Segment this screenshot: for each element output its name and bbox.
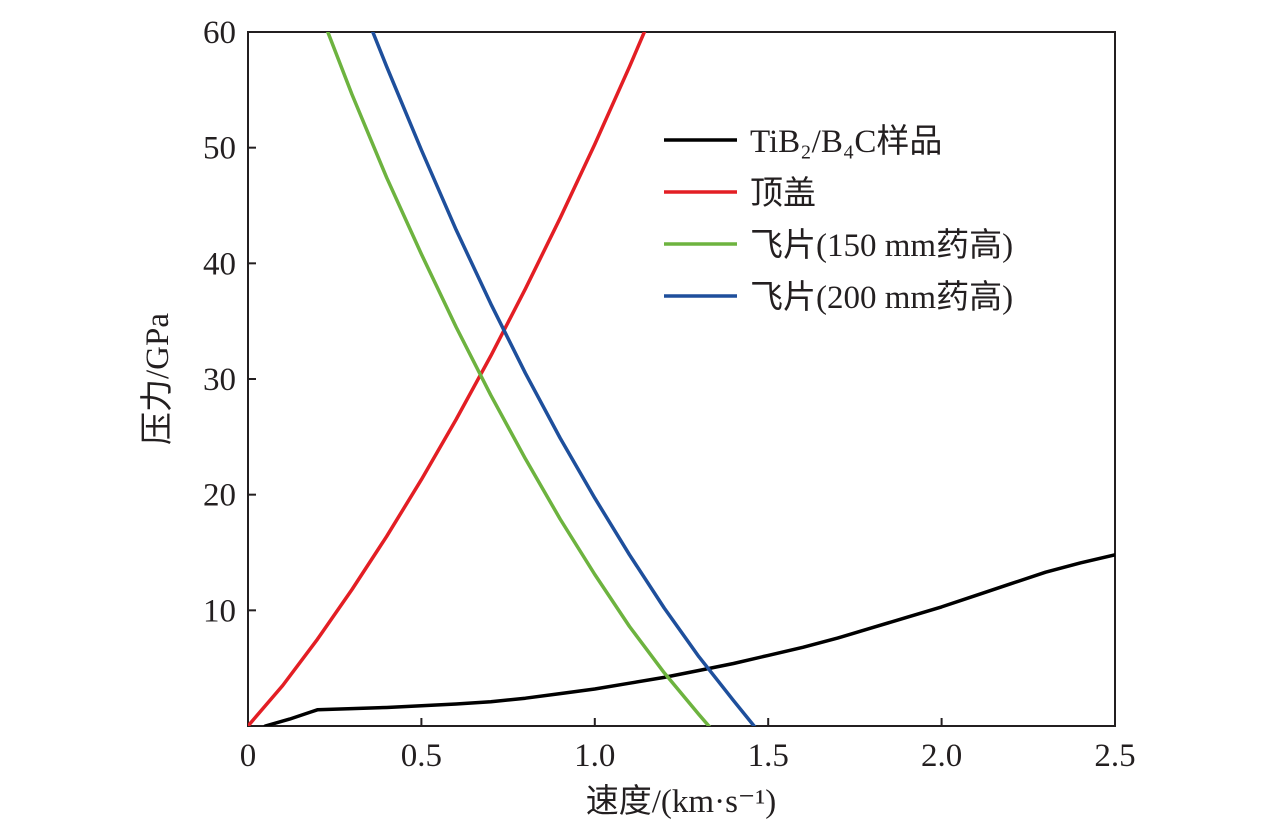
y-tick-label: 10 [203, 593, 236, 629]
series-line-0 [263, 553, 1115, 726]
series-line-3 [371, 32, 757, 726]
x-axis-title: 速度/(km·s⁻¹) [586, 783, 776, 820]
series-group [248, 32, 1115, 726]
y-tick-label: 50 [203, 131, 236, 167]
x-tick-label: 0.5 [401, 738, 442, 774]
x-tick-label: 0 [240, 738, 257, 774]
y-tick-label: 40 [203, 246, 236, 282]
y-tick-label: 20 [203, 478, 236, 514]
axis-ticks [247, 31, 1116, 726]
legend-label-1: 顶盖 [750, 175, 816, 212]
y-tick-label: 30 [203, 362, 236, 398]
series-line-2 [326, 32, 712, 726]
y-axis-title: 压力/GPa [139, 313, 176, 445]
x-tick-label: 2.5 [1094, 738, 1135, 774]
plot-frame [247, 31, 1116, 727]
legend-label-3: 飞片(200 mm药高) [750, 279, 1013, 316]
legend-label-0: TiB₂/B₄C样品 [750, 123, 942, 160]
x-tick-label: 1.5 [748, 738, 789, 774]
legend-label-2: 飞片(150 mm药高) [750, 227, 1013, 264]
tick-labels: 0 0.5 1.0 1.5 2.0 2.5 10 20 30 40 50 60 [203, 15, 1136, 774]
series-line-1 [248, 32, 647, 726]
y-tick-label: 60 [203, 15, 236, 51]
x-tick-label: 2.0 [921, 738, 962, 774]
x-tick-label: 1.0 [574, 738, 615, 774]
